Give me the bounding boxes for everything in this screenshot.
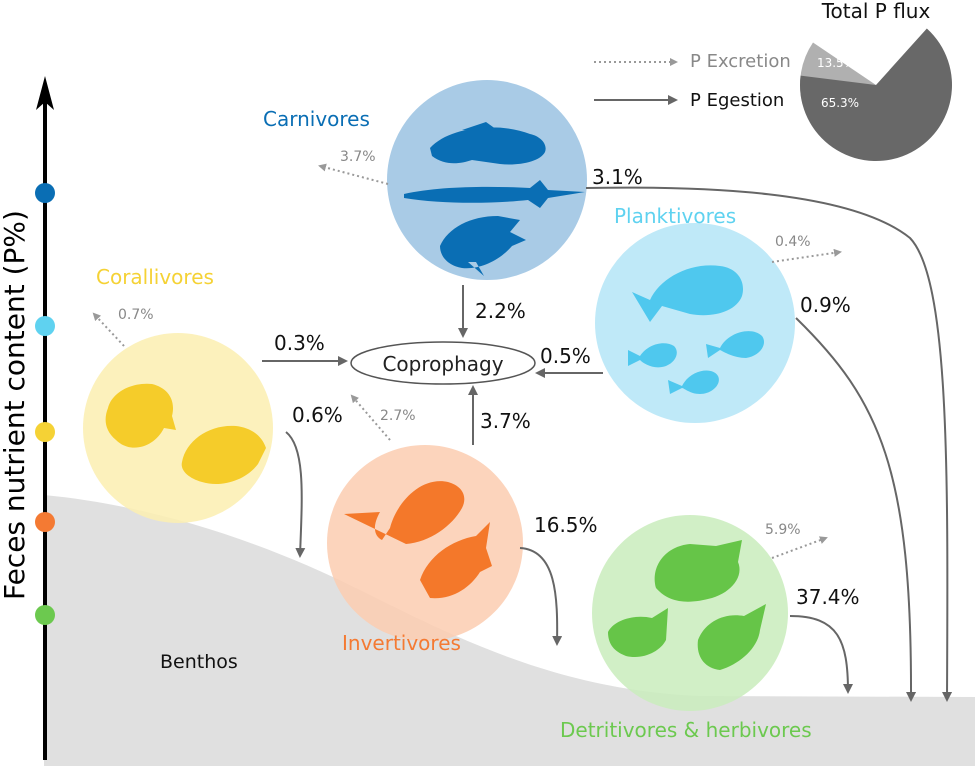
- carn-benthos-flux: 3.1%: [592, 165, 643, 189]
- coprophagy-node: [350, 341, 536, 385]
- butterflyfish-1-icon: [105, 383, 176, 448]
- plank-benthos-flux: 0.9%: [800, 293, 851, 317]
- axis-marker-invertivores: [35, 512, 55, 532]
- axis-arrowhead: [36, 76, 54, 110]
- pie-chart: [800, 28, 952, 161]
- planktivores-circle: [595, 223, 795, 423]
- carnivore-fish-icons: [404, 122, 585, 276]
- invertivore-fish-icons: [344, 481, 492, 599]
- coral-copro-flux: 0.3%: [274, 331, 325, 355]
- butterflyfish-2-icon: [181, 425, 266, 484]
- invertivores-to-benthos-arrow: [519, 547, 563, 646]
- surgeonfish-icon: [654, 540, 742, 602]
- hawkfish-icon: [440, 216, 526, 276]
- detritivores-excretion-arrow: [771, 536, 828, 559]
- plank-copro-flux: 0.5%: [540, 344, 591, 368]
- coral-benthos-flux: 0.6%: [292, 403, 343, 427]
- carnivores-label: Carnivores: [263, 107, 370, 131]
- legend-excretion-label: P Excretion: [690, 51, 791, 72]
- coprophagy-label: Coprophagy: [382, 352, 503, 376]
- axis-marker-carnivores: [35, 183, 55, 203]
- invertivores-circle: [327, 445, 523, 641]
- corallivores-excretion-arrow: [92, 312, 125, 347]
- detritivores-circle: [592, 515, 788, 711]
- chromis-small-1-icon: [628, 343, 677, 368]
- detr-excretion-flux: 5.9%: [765, 522, 801, 538]
- detr-benthos-flux: 37.4%: [796, 585, 860, 609]
- plank-excretion-flux: 0.4%: [775, 234, 811, 250]
- detritivore-fish-icons: [608, 540, 766, 670]
- parrotfish-1-icon: [608, 608, 668, 658]
- benthos-area: [44, 495, 975, 766]
- legend-egestion-label: P Egestion: [690, 90, 784, 111]
- detritivores-label: Detritivores & herbivores: [560, 718, 812, 742]
- planktivores-to-benthos-arrow: [795, 317, 917, 702]
- coral-excretion-flux: 0.7%: [118, 307, 154, 323]
- planktivore-fish-icons: [628, 265, 765, 394]
- chromis-small-2-icon: [706, 331, 765, 358]
- carnivores-circle: [387, 80, 587, 280]
- carnivores-to-benthos-arrow: [585, 186, 953, 702]
- corallivore-fish-icons: [105, 383, 266, 484]
- invert-copro-flux: 3.7%: [480, 409, 531, 433]
- axis-marker-detritivores: [35, 605, 55, 625]
- carn-copro-flux: 2.2%: [475, 299, 526, 323]
- pie-slice-label-egestion: 65.3%: [821, 96, 859, 110]
- planktivores-label: Planktivores: [614, 204, 736, 228]
- benthos-label: Benthos: [160, 651, 238, 673]
- legend: P Excretion P Egestion: [594, 51, 791, 111]
- carnivores-excretion-arrow: [318, 163, 389, 185]
- needlefish-icon: [404, 180, 585, 208]
- detritivores-to-benthos-arrow: [789, 615, 853, 694]
- corallivores-to-benthos-arrow: [285, 431, 306, 558]
- invert-benthos-flux: 16.5%: [534, 513, 598, 537]
- wrasse-icon: [420, 522, 492, 599]
- planktivores-excretion-arrow: [771, 248, 842, 263]
- chromis-large-icon: [632, 265, 744, 322]
- carn-excretion-flux: 3.7%: [340, 149, 376, 165]
- triggerfish-icon: [344, 481, 465, 544]
- axis-marker-planktivores: [35, 316, 55, 336]
- corallivores-label: Corallivores: [96, 265, 214, 289]
- invert-excretion-flux: 2.7%: [380, 408, 416, 424]
- grouper-icon: [430, 122, 546, 165]
- pie-slice-egestion: [800, 28, 952, 161]
- invertivores-label: Invertivores: [342, 631, 461, 655]
- pie-slice-label-excretion: 13.5%: [817, 56, 855, 70]
- pie-title: Total P flux: [821, 0, 931, 23]
- axis-label: Feces nutrient content (P%): [0, 210, 31, 600]
- chromis-small-3-icon: [668, 370, 719, 394]
- parrotfish-2-icon: [697, 604, 766, 670]
- axis-marker-corallivores: [35, 422, 55, 442]
